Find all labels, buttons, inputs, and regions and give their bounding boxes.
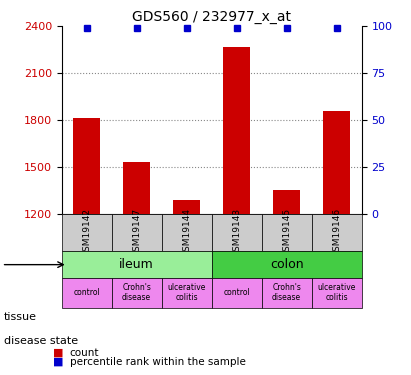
FancyBboxPatch shape (262, 214, 312, 251)
FancyBboxPatch shape (262, 278, 312, 308)
Bar (173, 200, 201, 214)
Bar (73, 118, 100, 214)
Text: ileum: ileum (119, 258, 154, 271)
FancyBboxPatch shape (112, 214, 162, 251)
Text: GSM19143: GSM19143 (232, 208, 241, 257)
FancyBboxPatch shape (162, 214, 212, 251)
FancyBboxPatch shape (212, 214, 262, 251)
Text: disease state: disease state (4, 336, 78, 346)
Text: GSM19142: GSM19142 (82, 208, 91, 257)
Text: ■: ■ (53, 348, 64, 357)
FancyBboxPatch shape (212, 278, 262, 308)
Bar (123, 162, 150, 214)
FancyBboxPatch shape (212, 251, 362, 278)
Text: colon: colon (270, 258, 303, 271)
Text: GSM19144: GSM19144 (182, 208, 191, 257)
Text: GSM19145: GSM19145 (282, 208, 291, 257)
Text: control: control (223, 288, 250, 297)
Bar (323, 111, 351, 214)
Text: count: count (70, 348, 99, 357)
Text: ■: ■ (53, 357, 64, 367)
Text: control: control (73, 288, 100, 297)
FancyBboxPatch shape (62, 214, 112, 251)
Title: GDS560 / 232977_x_at: GDS560 / 232977_x_at (132, 10, 291, 24)
FancyBboxPatch shape (112, 278, 162, 308)
Text: tissue: tissue (4, 312, 37, 322)
Bar (223, 46, 250, 214)
Text: GSM19146: GSM19146 (332, 208, 341, 257)
Text: ulcerative
colitis: ulcerative colitis (317, 283, 356, 303)
FancyBboxPatch shape (62, 251, 212, 278)
FancyBboxPatch shape (312, 214, 362, 251)
FancyBboxPatch shape (162, 278, 212, 308)
FancyBboxPatch shape (312, 278, 362, 308)
Text: Crohn's
disease: Crohn's disease (122, 283, 151, 303)
Text: GSM19147: GSM19147 (132, 208, 141, 257)
Text: Crohn's
disease: Crohn's disease (272, 283, 301, 303)
Text: ulcerative
colitis: ulcerative colitis (167, 283, 206, 303)
FancyBboxPatch shape (62, 278, 112, 308)
Bar (273, 189, 300, 214)
Text: percentile rank within the sample: percentile rank within the sample (70, 357, 246, 367)
